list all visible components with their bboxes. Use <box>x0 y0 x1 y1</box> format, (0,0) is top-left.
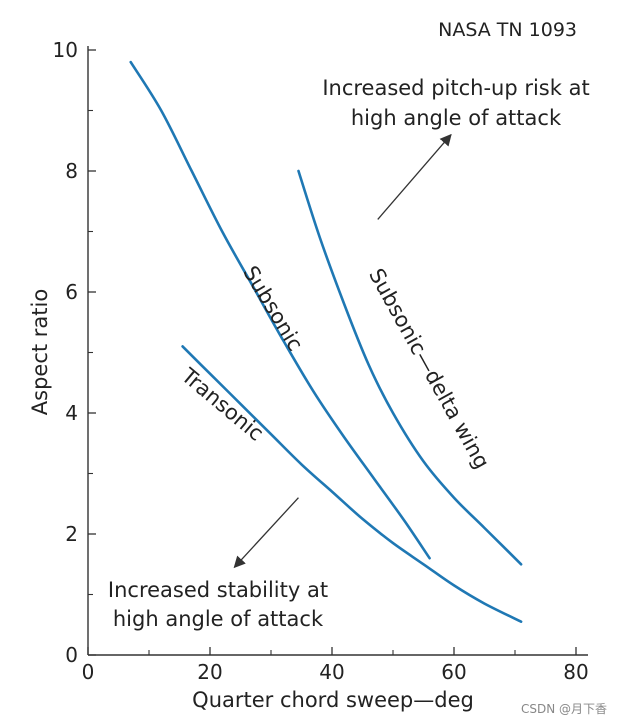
watermark: CSDN @月下香 <box>521 702 607 716</box>
y-tick-label-4: 4 <box>65 401 78 425</box>
x-tick-label-60: 60 <box>441 660 466 684</box>
series-label-transonic: Transonic <box>176 363 268 446</box>
series-curves <box>129 60 523 623</box>
annotation-stability-line-2: high angle of attack <box>113 607 324 631</box>
x-tick-label-80: 80 <box>563 660 588 684</box>
series-label-subsonic-delta-wing: Subsonic—delta wing <box>364 264 494 472</box>
series-line-subsonic <box>129 60 431 560</box>
series-line-subsonic-delta-wing <box>297 169 523 566</box>
y-tick-label-2: 2 <box>65 522 78 546</box>
x-tick-label-0: 0 <box>82 660 95 684</box>
axes <box>87 46 588 656</box>
annotation-arrow-0 <box>377 133 452 220</box>
x-tick-label-20: 20 <box>197 660 222 684</box>
y-axis-label: Aspect ratio <box>28 289 52 415</box>
tick-marks <box>87 49 577 656</box>
annotations: Increased pitch-up risk at high angle of… <box>108 76 590 631</box>
source-label: NASA TN 1093 <box>438 19 577 41</box>
annotation-stability-line-1: Increased stability at <box>108 578 328 602</box>
series-line-transonic <box>181 345 523 623</box>
y-tick-label-0: 0 <box>65 643 78 667</box>
annotation-pitch-up-line-2: high angle of attack <box>351 106 562 130</box>
tick-labels: 0 20 40 60 80 0 2 4 6 8 10 <box>53 38 589 684</box>
annotation-arrow-1 <box>233 497 299 569</box>
x-tick-label-40: 40 <box>319 660 344 684</box>
y-tick-label-10: 10 <box>53 38 78 62</box>
series-label-subsonic: Subsonic <box>238 262 307 355</box>
y-tick-label-8: 8 <box>65 159 78 183</box>
annotation-pitch-up-line-1: Increased pitch-up risk at <box>322 76 589 100</box>
y-tick-label-6: 6 <box>65 280 78 304</box>
x-axis-label: Quarter chord sweep—deg <box>192 688 474 712</box>
